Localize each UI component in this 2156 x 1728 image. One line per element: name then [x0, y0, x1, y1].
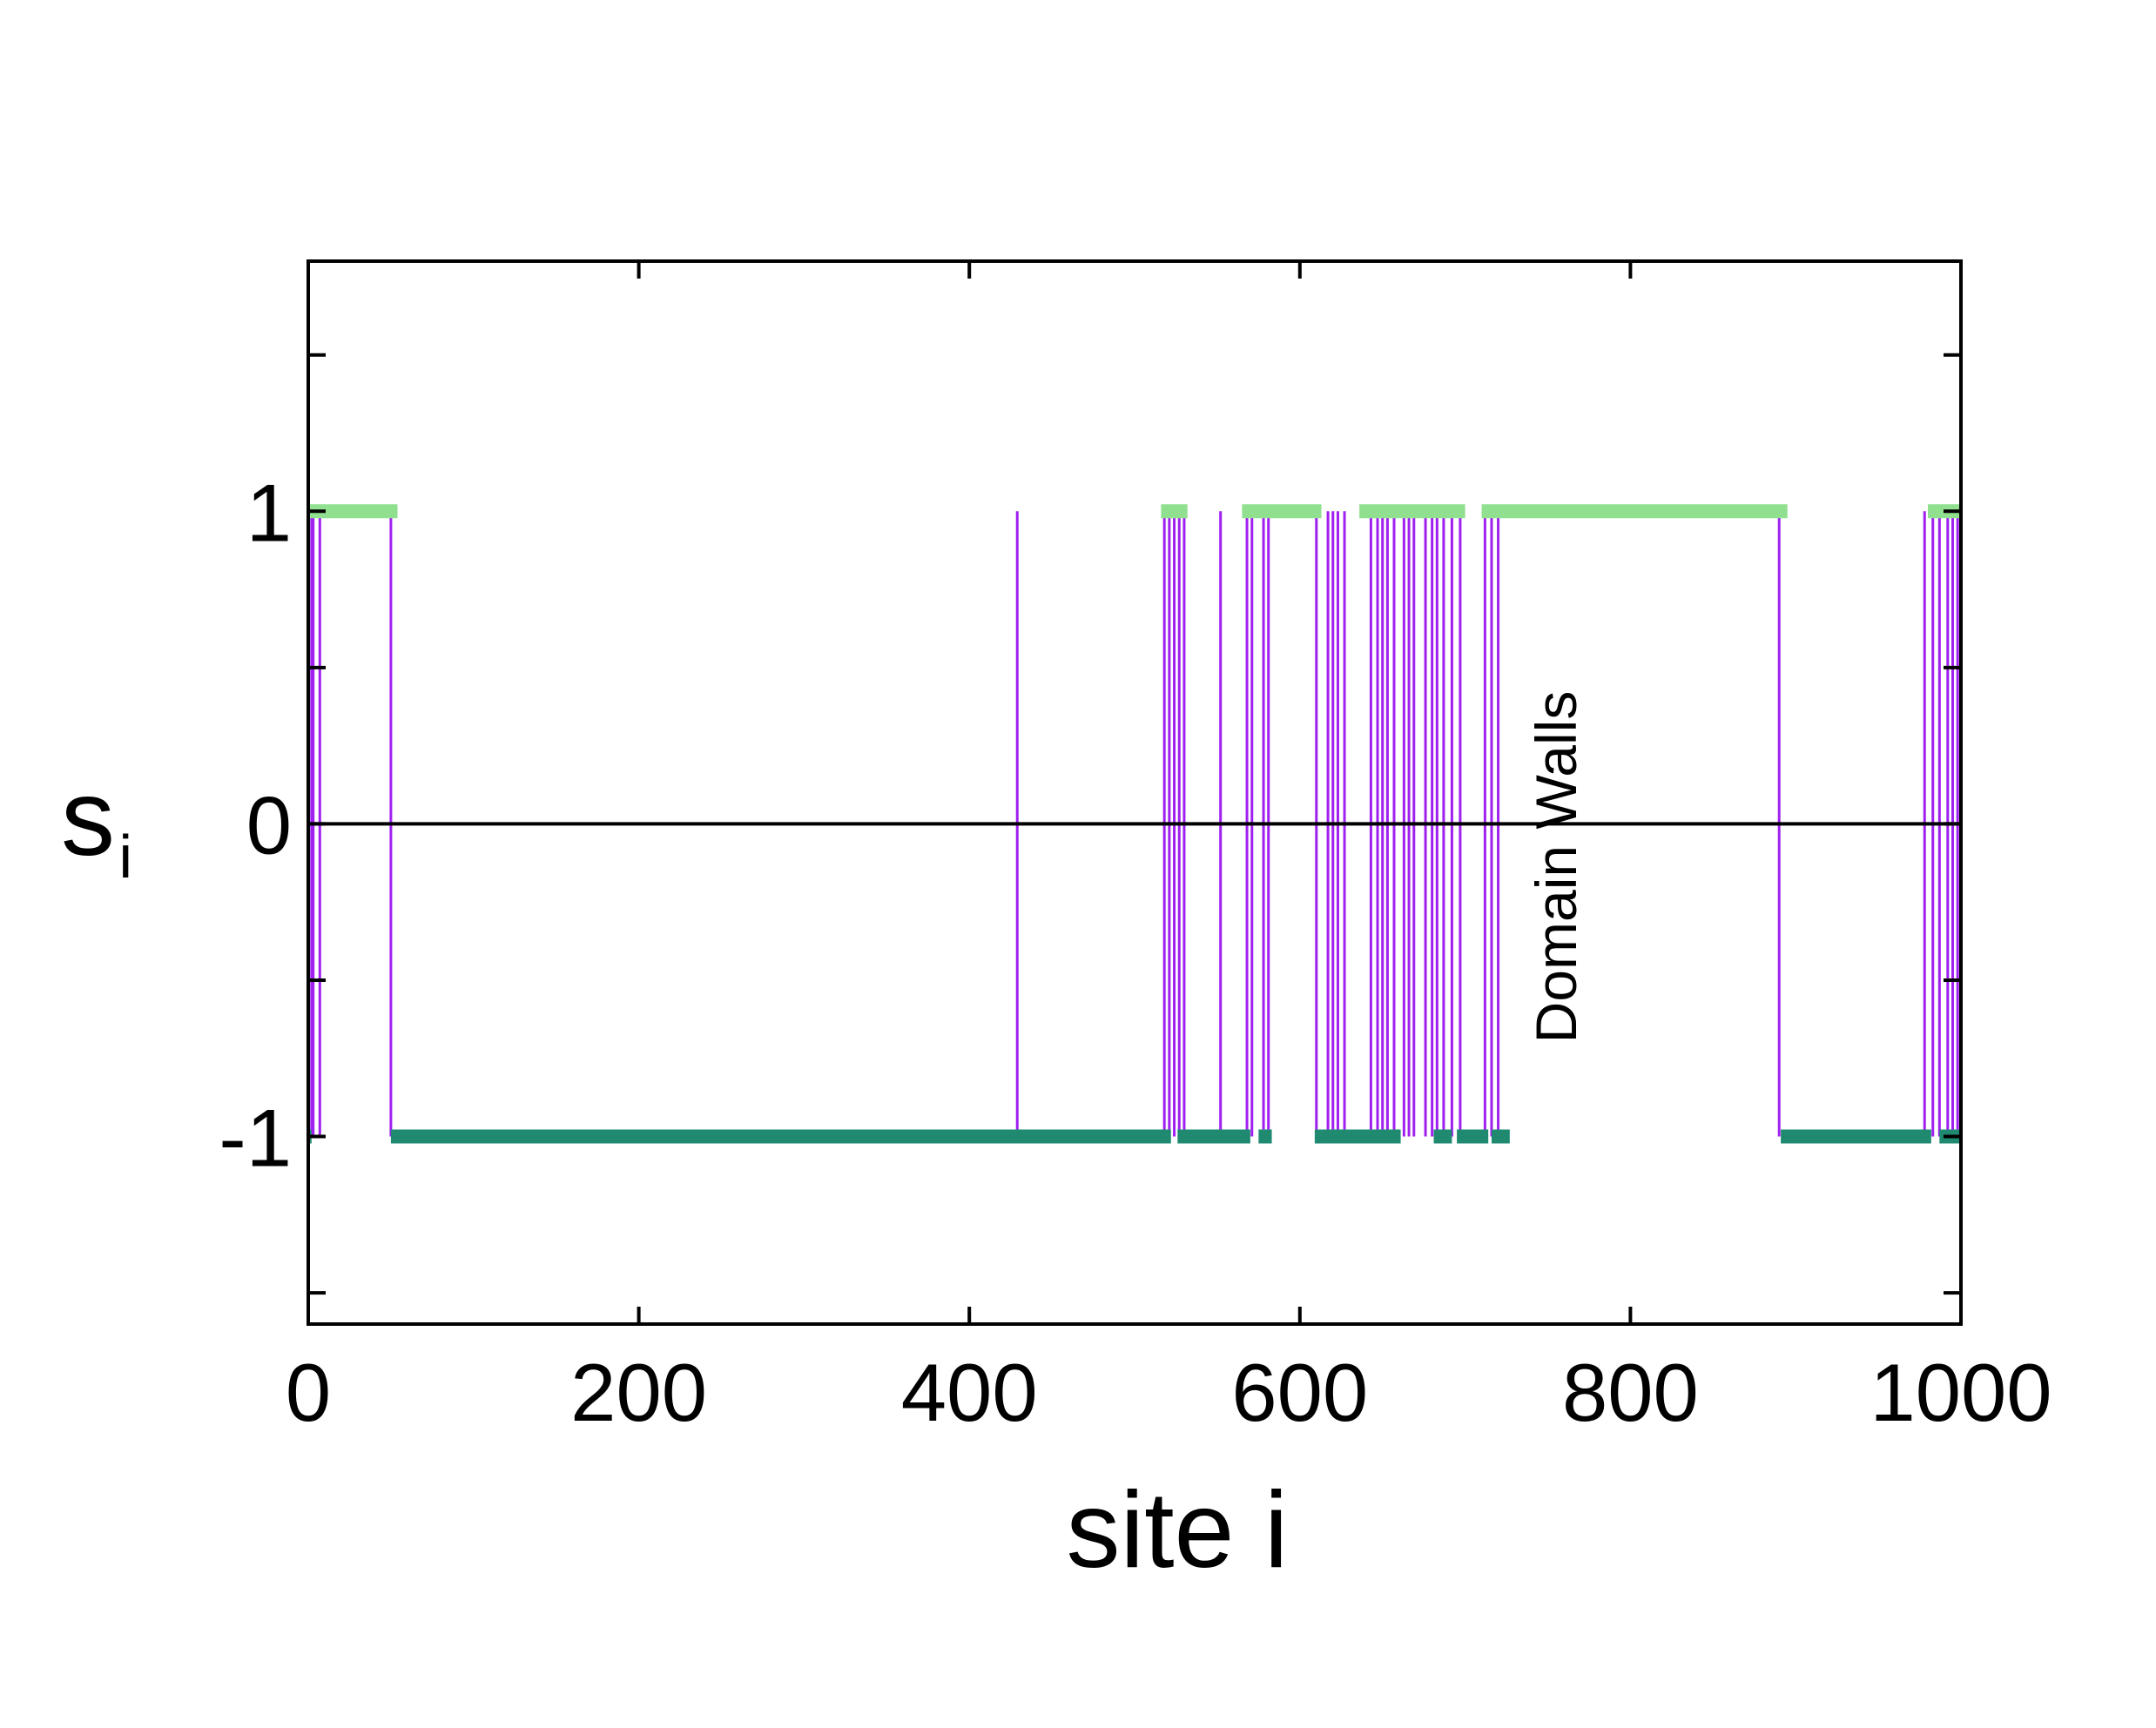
x-tick-label: 800 [1562, 1347, 1699, 1438]
x-tick-label: 200 [570, 1347, 707, 1438]
y-tick-label: 1 [246, 467, 292, 558]
y-tick-label: -1 [219, 1093, 292, 1184]
y-axis-label: s i [61, 758, 132, 891]
x-tick-label: 1000 [1870, 1347, 2052, 1438]
x-tick-label: 600 [1231, 1347, 1368, 1438]
x-axis-label: site i [1067, 1470, 1289, 1590]
y-tick-label: 0 [246, 779, 292, 871]
y-axis-label-main: s [61, 758, 115, 878]
x-tick-labels: 0 200 400 600 800 1000 [286, 1347, 2052, 1438]
x-tick-label: 0 [286, 1347, 331, 1438]
y-axis-label-subscript: i [118, 823, 132, 891]
plot-frame [307, 259, 1963, 1326]
domain-walls-annotation: Domain Walls [1524, 691, 1588, 1044]
y-tick-labels: 1 0 -1 [219, 467, 292, 1183]
x-tick-label: 400 [901, 1347, 1038, 1438]
